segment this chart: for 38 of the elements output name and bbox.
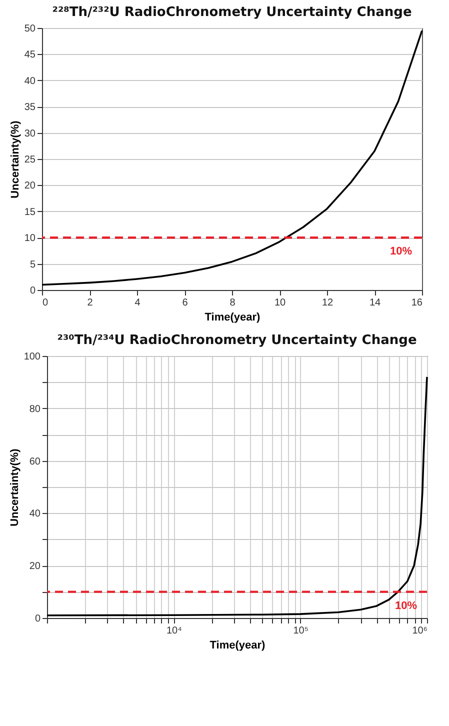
y-tick-label: 20 — [29, 561, 41, 572]
ref-line-label: 10% — [394, 600, 418, 612]
y-tick-label: 50 — [24, 24, 36, 34]
chart-title: ²²⁸Th/²³²U RadioChronometry Uncertainty Change — [52, 5, 412, 20]
y-tick-label: 30 — [24, 128, 36, 140]
y-tick-label: 60 — [29, 456, 41, 468]
y-tick-label: 0 — [30, 286, 36, 296]
x-tick-label: 8 — [230, 298, 236, 308]
y-tick-label: 45 — [24, 50, 36, 61]
y-tick-label: 20 — [24, 180, 36, 192]
y-tick-label: 25 — [24, 154, 36, 166]
y-tick-label: 100 — [24, 352, 41, 362]
x-axis-title: Time(year) — [210, 640, 266, 652]
y-tick-label: 15 — [24, 206, 36, 218]
y-tick-label: 35 — [24, 102, 36, 114]
x-tick-label: 10⁶ — [412, 626, 428, 636]
x-tick-label: 2 — [87, 298, 94, 308]
y-axis-title: Uncertainty(%) — [8, 448, 21, 526]
y-axis-title: Uncertainty(%) — [9, 120, 22, 198]
y-tick-label: 10 — [24, 233, 36, 244]
x-tick-label: 4 — [134, 298, 141, 308]
x-tick-label: 6 — [182, 298, 188, 308]
ref-line-label: 10% — [390, 246, 412, 258]
x-tick-label: 0 — [42, 298, 48, 308]
chart-title: ²³⁰Th/²³⁴U RadioChronometry Uncertainty Change — [57, 333, 417, 348]
y-tick-label: 80 — [29, 404, 41, 415]
y-tick-label: 5 — [30, 259, 36, 270]
x-tick-label: 14 — [369, 298, 381, 308]
x-tick-label: 10⁵ — [293, 626, 308, 636]
x-tick-label: 12 — [322, 298, 334, 308]
x-tick-label: 10 — [274, 298, 286, 308]
x-tick-label: 10⁴ — [166, 626, 182, 636]
y-tick-label: 0 — [34, 614, 41, 624]
y-tick-label: 40 — [24, 76, 36, 87]
line-series — [41, 30, 423, 286]
y-tick-label: 40 — [29, 508, 41, 520]
x-tick-label: 16 — [411, 298, 423, 308]
x-axis-title: Time(year) — [204, 312, 261, 324]
